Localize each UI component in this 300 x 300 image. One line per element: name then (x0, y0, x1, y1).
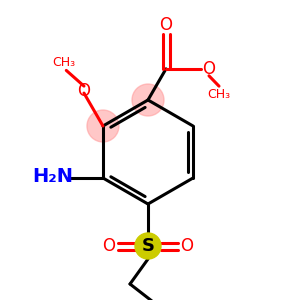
Text: S: S (142, 237, 154, 255)
Text: O: O (181, 237, 194, 255)
Text: O: O (77, 82, 91, 100)
Text: H₂N: H₂N (32, 167, 74, 187)
Circle shape (135, 233, 161, 259)
Text: CH₃: CH₃ (53, 56, 76, 69)
Text: O: O (160, 16, 172, 34)
Text: CH₃: CH₃ (207, 88, 231, 100)
Text: O: O (202, 60, 215, 78)
Circle shape (132, 84, 164, 116)
Circle shape (87, 110, 119, 142)
Text: O: O (103, 237, 116, 255)
